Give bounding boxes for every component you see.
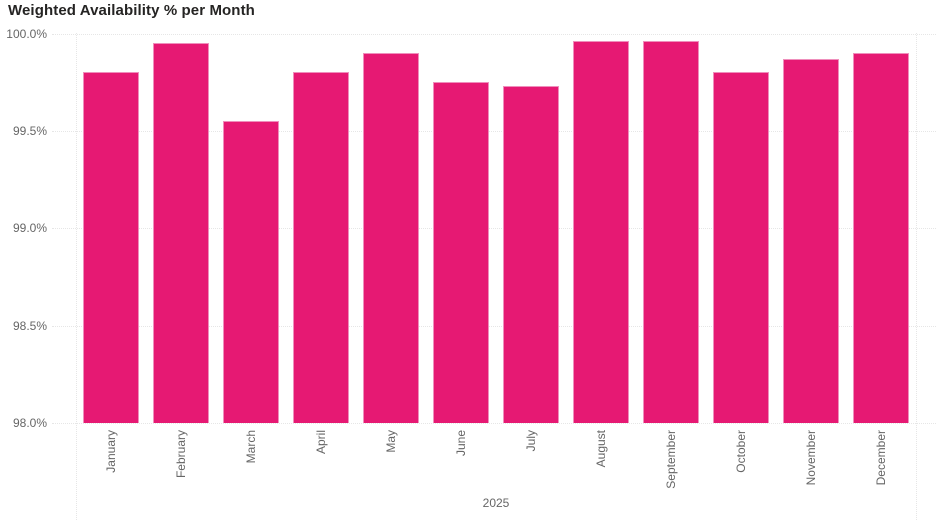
x-axis-label-july: July — [524, 430, 538, 452]
x-axis-label-march: March — [244, 430, 258, 464]
bar-september[interactable] — [643, 41, 699, 423]
x-axis-year-label: 2025 — [482, 496, 510, 510]
y-gridline — [52, 423, 936, 424]
y-gridline — [52, 228, 936, 230]
y-axis-tick-label: 100.0% — [6, 26, 47, 41]
x-axis-label-september: September — [664, 430, 678, 489]
y-axis-tick-label: 98.0% — [12, 416, 47, 430]
x-axis-label-december: December — [874, 430, 888, 486]
bar-march[interactable] — [223, 121, 279, 423]
x-axis-label-august: August — [594, 430, 608, 468]
y-gridline — [52, 33, 936, 35]
bar-january[interactable] — [83, 72, 139, 423]
x-axis-label-january: January — [104, 430, 118, 473]
x-axis-label-november: November — [804, 430, 818, 486]
year-group-separator-left — [76, 33, 77, 520]
bar-may[interactable] — [363, 52, 419, 423]
bar-july[interactable] — [503, 86, 559, 423]
x-axis-label-may: May — [384, 430, 398, 453]
bar-december[interactable] — [853, 52, 909, 423]
bar-november[interactable] — [783, 58, 839, 423]
x-axis-label-april: April — [314, 430, 328, 455]
bar-february[interactable] — [153, 43, 209, 423]
bar-august[interactable] — [573, 41, 629, 423]
y-gridline — [52, 130, 936, 132]
y-axis-tick-label: 99.5% — [12, 123, 47, 138]
y-gridline — [52, 325, 936, 327]
bar-april[interactable] — [293, 72, 349, 423]
year-group-separator-right — [916, 33, 917, 520]
x-axis-label-february: February — [174, 430, 188, 479]
bar-june[interactable] — [433, 82, 489, 423]
y-axis-tick-label: 98.5% — [12, 318, 47, 333]
chart-title: Weighted Availability % per Month — [8, 2, 255, 19]
bar-october[interactable] — [713, 72, 769, 423]
x-axis-label-october: October — [734, 430, 748, 473]
x-axis-label-june: June — [454, 430, 468, 457]
y-axis-tick-label: 99.0% — [12, 221, 47, 236]
